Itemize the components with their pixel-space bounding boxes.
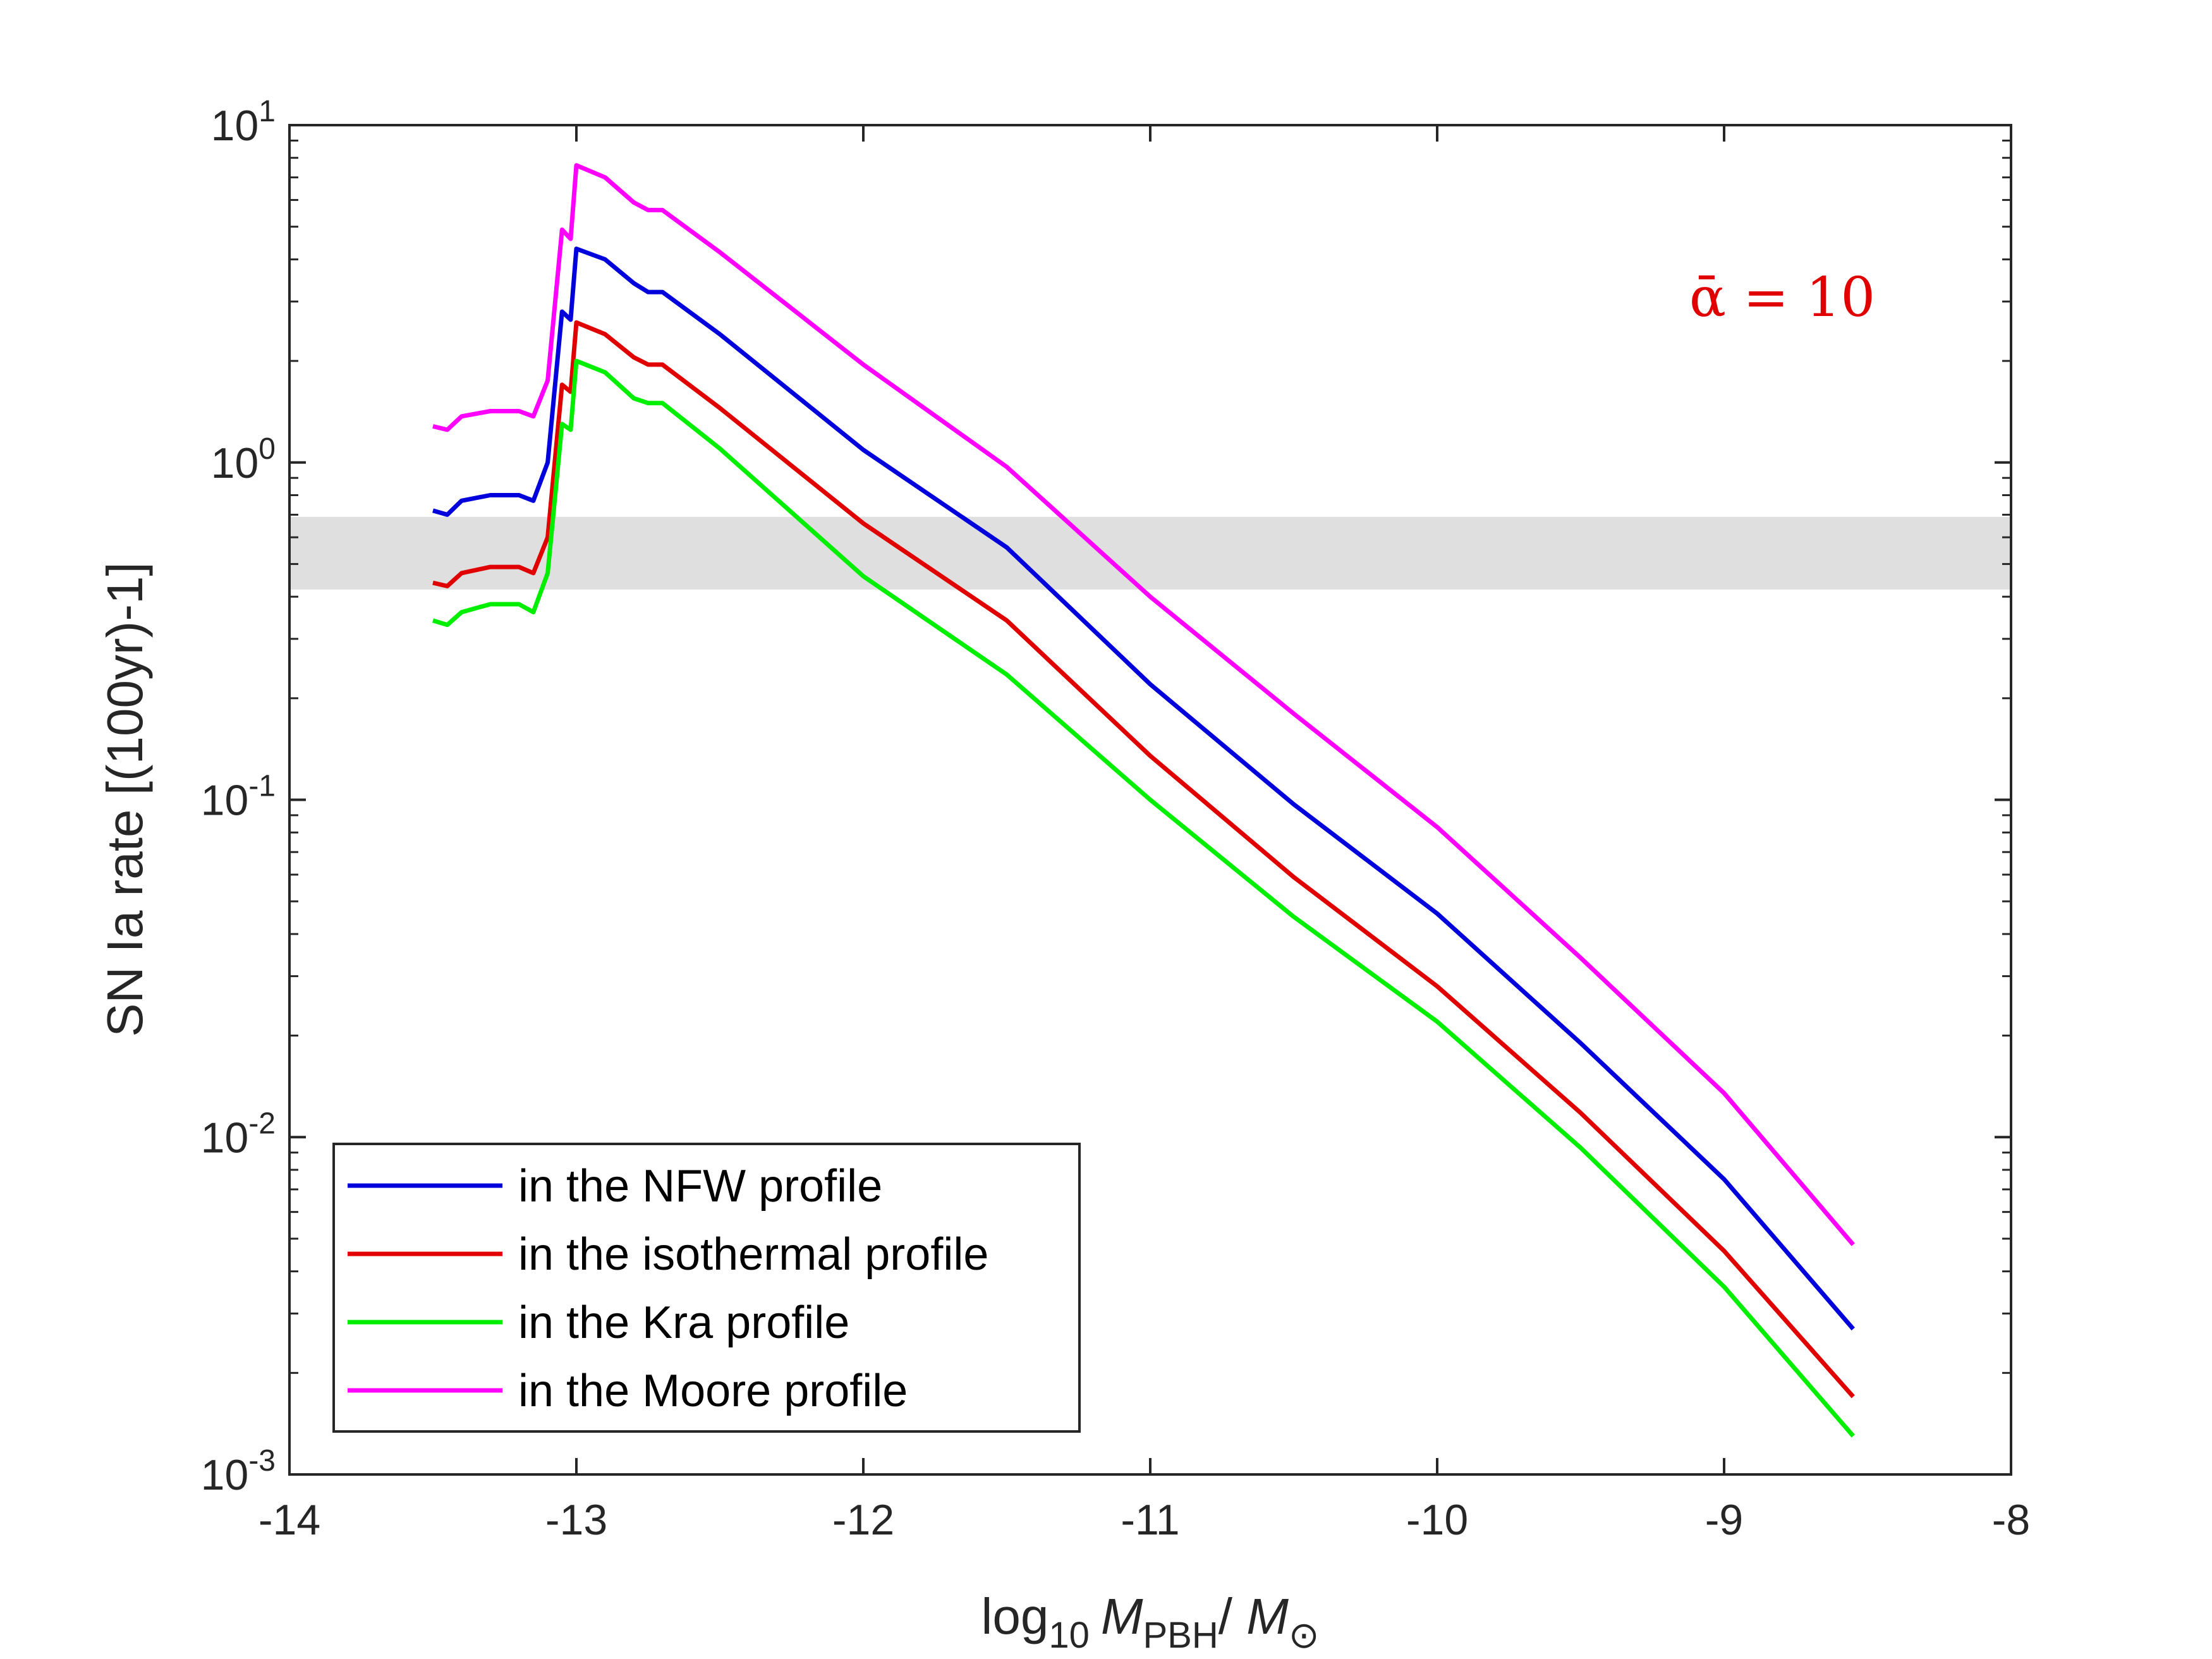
series-line-4 [432, 163, 1855, 1246]
x-tick-label: -10 [1406, 1496, 1468, 1544]
series-line-1 [432, 246, 1855, 1331]
plot-frame [288, 124, 2012, 1476]
y-tick-label: 10-1 [201, 770, 276, 825]
x-tick-label: -8 [1992, 1496, 2030, 1544]
series-line-3 [432, 358, 1855, 1438]
legend-label-3: in the Kra profile [518, 1297, 849, 1348]
legend-box [332, 1143, 1081, 1433]
x-tick-label: -9 [1705, 1496, 1743, 1544]
y-tick-label: 101 [211, 95, 276, 150]
y-tick-label: 10-3 [201, 1444, 276, 1499]
x-axis-label: log10 MPBH/ M⊙ [981, 1588, 1320, 1656]
y-axis-label: SN Ia rate [(100yr)-1] [97, 562, 153, 1036]
annotation-alpha: ᾱ = 10 [1689, 266, 1875, 329]
legend: in the NFW profile in the isothermal prof… [332, 1143, 1081, 1433]
x-label-sun-sub: ⊙ [1289, 1615, 1320, 1656]
y-tick-label: 10-2 [201, 1107, 276, 1162]
legend-label-1: in the NFW profile [518, 1161, 882, 1212]
x-label-log: log [981, 1588, 1049, 1644]
x-label-mass: M [1101, 1588, 1143, 1644]
legend-label-4: in the Moore profile [518, 1366, 908, 1416]
x-label-mass-sub: PBH [1143, 1615, 1218, 1656]
x-label-sep: / [1218, 1588, 1246, 1644]
y-tick-label: 100 [211, 432, 276, 487]
series-line-2 [432, 320, 1855, 1399]
x-tick-label: -11 [1121, 1496, 1179, 1544]
x-tick-label: -12 [832, 1496, 894, 1544]
x-label-log-sub: 10 [1048, 1615, 1090, 1656]
x-tick-label: -14 [258, 1496, 320, 1544]
shaded-band [289, 516, 2011, 590]
x-label-sun: M [1246, 1588, 1289, 1644]
legend-label-2: in the isothermal profile [518, 1229, 988, 1280]
x-tick-label: -13 [545, 1496, 607, 1544]
